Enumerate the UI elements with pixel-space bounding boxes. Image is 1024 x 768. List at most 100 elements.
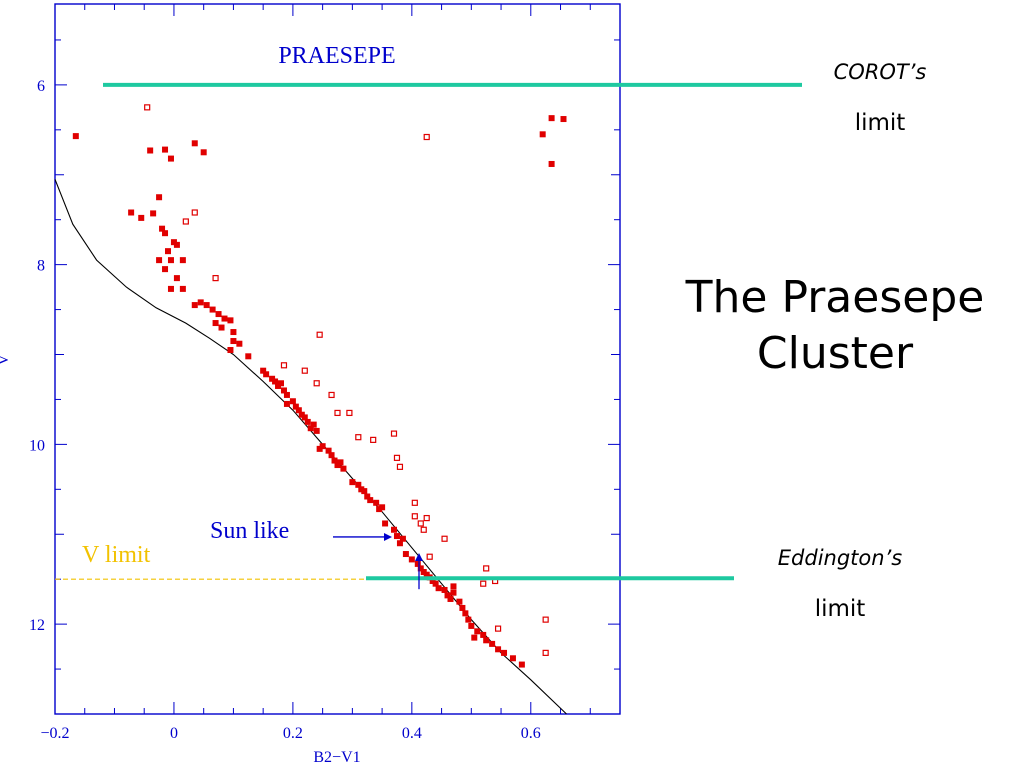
data-point-open [393,454,401,461]
data-point-filled [173,275,180,282]
v-limit-annotation: V limit [82,542,151,568]
data-point-filled [203,302,210,309]
data-point-filled [382,520,389,527]
data-point-filled [280,387,287,394]
x-axis-label: B2−V1 [313,749,360,766]
data-point-filled [518,661,525,668]
data-point-filled [417,565,424,572]
data-point-filled [459,604,466,611]
data-point-filled [278,380,284,387]
data-point-filled [501,649,508,656]
data-point-filled [340,465,347,472]
data-point-open [423,133,430,141]
data-point-filled [283,391,290,398]
data-point-filled [173,241,180,248]
data-point-filled [236,340,243,347]
isochrone-line [54,179,567,715]
y-tick-label: 12 [29,617,45,634]
data-point-filled [295,407,302,414]
data-point-filled [212,320,219,327]
data-point-open [334,409,341,417]
data-point-filled [444,592,451,599]
data-point-filled [72,133,79,140]
data-point-filled [156,194,163,201]
data-point-open [423,514,430,522]
data-point-filled [474,628,481,635]
data-point-open [346,409,353,417]
y-tick-label: 6 [37,78,45,95]
slide-title: The Praesepe Cluster [685,272,985,379]
data-point-filled [289,398,296,405]
data-point-filled [539,131,546,138]
data-point-filled [227,317,234,324]
data-point-filled [408,556,415,563]
data-point-filled [260,367,267,374]
data-point-filled [319,443,326,450]
data-point-filled [367,497,374,504]
data-point-filled [373,499,380,506]
data-point-open [370,436,377,443]
data-point-open [417,520,424,527]
y-axis-label: V [0,354,12,366]
data-point-filled [391,526,397,533]
data-point-open [411,513,418,520]
data-point-filled [230,338,237,345]
data-point-filled [156,257,163,264]
y-tick-label: 10 [29,437,45,454]
data-point-filled [162,266,169,273]
data-point-filled [509,655,516,662]
data-point-filled [349,479,356,486]
data-point-filled [313,427,320,434]
data-point-filled [402,551,409,558]
data-point-open [390,430,398,437]
data-point-filled [215,311,222,318]
data-point-filled [179,285,186,292]
data-point-filled [301,414,308,421]
data-point-filled [263,371,270,378]
data-point-open [542,649,549,656]
data-point-filled [462,610,469,617]
data-point-filled [191,140,198,147]
data-point-filled [364,493,371,500]
data-point-open [316,331,323,338]
data-point-filled [447,595,454,602]
data-point-filled [560,116,567,123]
data-point-filled [218,324,225,331]
data-point-filled [283,400,290,407]
chart-title: PRAESEPE [278,43,395,69]
x-tick-label: 0.4 [402,725,422,742]
data-point-filled [435,585,442,592]
corot-limit-label: COROT’s [833,60,927,84]
data-point-filled [165,248,171,255]
data-point-filled [441,586,448,593]
data-point-open [301,367,308,374]
data-point-open [355,434,362,441]
data-point-filled [361,488,368,495]
data-point-filled [548,115,555,122]
data-point-filled [191,302,198,309]
data-point-filled [147,147,154,154]
data-point-filled [310,421,317,428]
data-point-filled [325,447,332,454]
data-point-filled [292,403,299,410]
data-point-filled [197,299,204,306]
data-point-open [480,580,487,587]
data-point-open [280,362,288,369]
data-point-filled [200,149,207,156]
x-tick-label: −0.2 [40,725,69,742]
data-point-filled [162,230,169,237]
data-point-filled [456,598,463,605]
data-point-open [396,463,404,470]
data-point-open [411,499,418,506]
data-point-filled [307,425,314,432]
data-point-open [182,218,189,225]
y-tick-label: 8 [37,258,45,275]
data-point-filled [227,347,234,354]
data-point-filled [245,353,252,360]
data-point-filled [167,257,174,264]
data-point-filled [328,452,335,459]
data-point-filled [331,457,338,464]
data-point-filled [468,622,475,629]
data-point-filled [179,257,186,264]
